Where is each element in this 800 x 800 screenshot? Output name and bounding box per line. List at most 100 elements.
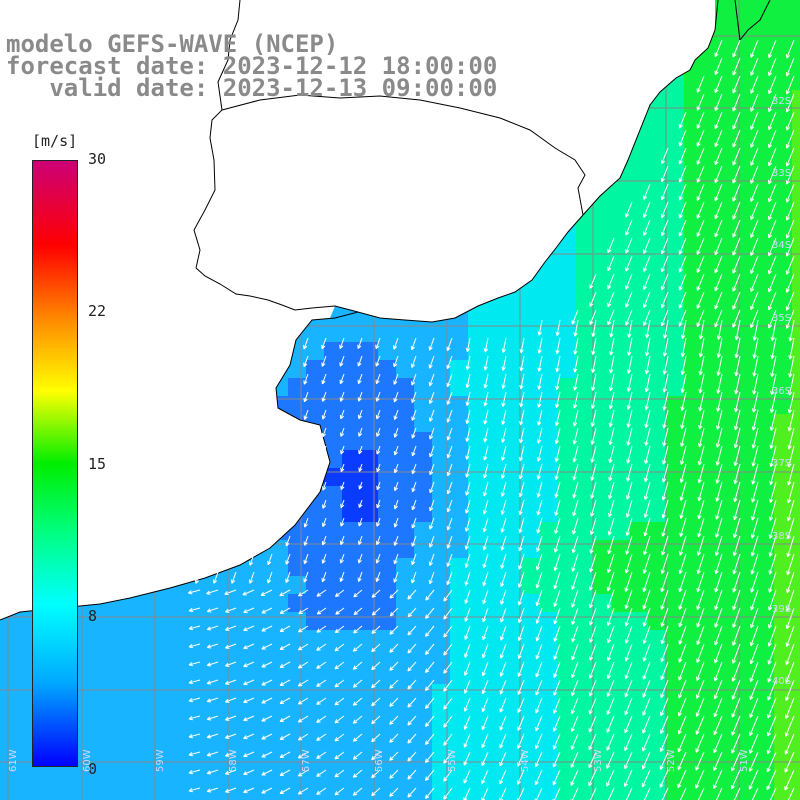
wind-arrow (768, 129, 777, 149)
speed-cell (774, 684, 793, 703)
speed-cell (540, 684, 559, 703)
speed-cell (684, 684, 703, 703)
speed-cell (630, 720, 649, 739)
speed-cell (522, 396, 541, 415)
speed-cell (792, 576, 800, 595)
speed-cell (486, 576, 505, 595)
speed-cell (288, 774, 307, 793)
speed-cell (738, 18, 757, 37)
wind-arrow (499, 643, 507, 659)
wind-arrow (714, 201, 723, 220)
wind-arrow (571, 553, 579, 572)
speed-cell (540, 702, 559, 721)
wind-arrow (443, 589, 453, 602)
wind-arrow (224, 697, 237, 703)
wind-arrow (588, 769, 597, 787)
wind-arrow (768, 93, 777, 113)
wind-arrow (591, 337, 597, 355)
speed-cell (666, 396, 685, 415)
wind-arrow (279, 733, 291, 740)
speed-cell (342, 594, 361, 613)
wind-arrow (606, 643, 615, 661)
speed-cell (324, 576, 343, 595)
speed-cell (774, 540, 793, 559)
speed-cell (792, 648, 800, 667)
speed-cell (648, 180, 667, 199)
speed-cell (702, 396, 721, 415)
wind-arrow (303, 409, 309, 420)
wind-arrow (660, 183, 669, 201)
speed-cell (522, 414, 541, 433)
speed-cell (360, 468, 379, 487)
wind-arrow (536, 445, 543, 462)
valid-date: valid date: 2023-12-13 09:00:00 (6, 74, 498, 102)
wind-arrow (303, 337, 309, 350)
wind-arrow (482, 589, 489, 605)
speed-cell (792, 504, 800, 523)
speed-cell (792, 270, 800, 289)
speed-cell (756, 180, 775, 199)
wind-arrow (625, 787, 633, 800)
speed-cell (684, 432, 703, 451)
speed-cell (756, 702, 775, 721)
speed-cell (252, 756, 271, 775)
speed-cell (648, 288, 667, 307)
wind-arrow (750, 57, 759, 76)
wind-arrow (407, 751, 417, 762)
wind-arrow (786, 481, 795, 504)
wind-arrow (553, 679, 561, 696)
wind-arrow (500, 517, 507, 533)
wind-arrow (212, 499, 219, 512)
wind-arrow (260, 589, 273, 596)
speed-cell (612, 630, 631, 649)
wind-arrow (393, 571, 399, 583)
wind-arrow (733, 445, 741, 467)
wind-arrow (321, 571, 327, 583)
speed-cell (612, 234, 631, 253)
speed-cell (198, 756, 217, 775)
wind-arrow (279, 643, 291, 650)
wind-arrow (537, 319, 543, 336)
wind-arrow (714, 183, 723, 202)
wind-arrow (552, 751, 561, 768)
wind-arrow (389, 625, 399, 635)
wind-arrow (606, 751, 615, 769)
speed-cell (450, 684, 469, 703)
wind-arrow (389, 679, 399, 689)
colorbar-tick: 22 (88, 302, 107, 320)
wind-arrow (261, 661, 273, 668)
speed-cell (540, 396, 559, 415)
wind-arrow (714, 553, 723, 575)
wind-arrow (297, 661, 309, 669)
speed-cell (0, 720, 19, 739)
speed-cell (792, 612, 800, 631)
speed-cell (252, 648, 271, 667)
speed-cell (720, 792, 739, 800)
speed-cell (648, 216, 667, 235)
wind-arrow (644, 463, 651, 483)
speed-cell (720, 252, 739, 271)
wind-arrow (660, 571, 669, 593)
speed-cell (468, 630, 487, 649)
speed-cell (486, 666, 505, 685)
speed-cell (270, 792, 289, 800)
wind-arrow (500, 499, 507, 515)
lon-label: 55W (447, 749, 458, 772)
wind-arrow (750, 607, 759, 629)
wind-arrow (425, 589, 435, 601)
speed-cell (792, 180, 800, 199)
wind-arrow (624, 607, 633, 627)
wind-arrow (224, 769, 237, 775)
wind-arrow (285, 535, 291, 547)
speed-cell (594, 684, 613, 703)
wind-arrow (517, 751, 525, 767)
speed-cell (216, 738, 235, 757)
speed-cell (648, 684, 667, 703)
speed-cell (738, 342, 757, 361)
lat-label: 39S (772, 604, 792, 615)
wind-arrow (624, 661, 633, 680)
wind-arrow (334, 751, 345, 760)
wind-arrow (339, 535, 345, 546)
wind-arrow (212, 517, 219, 530)
wind-arrow (303, 445, 309, 456)
